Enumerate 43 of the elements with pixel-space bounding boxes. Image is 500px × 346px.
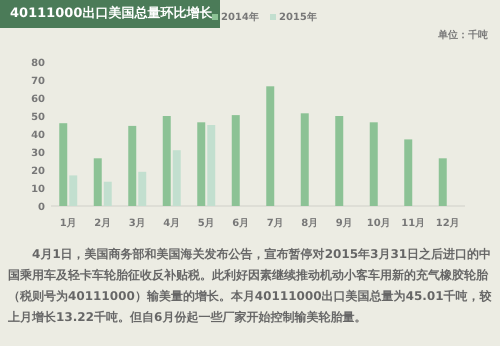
bar [94, 158, 102, 206]
x-tick-label: 7月 [266, 218, 284, 229]
bar [104, 182, 112, 206]
chart-title: 40111000出口美国总量环比增长 [0, 0, 220, 28]
y-tick-label: 80 [31, 58, 46, 69]
bar [162, 116, 171, 206]
bar [370, 122, 378, 206]
y-tick-label: 60 [31, 94, 46, 105]
y-tick-label: 40 [31, 130, 46, 141]
y-tick-label: 0 [38, 202, 46, 213]
bar [207, 125, 216, 206]
x-tick-label: 8月 [301, 218, 318, 229]
x-tick-label: 6月 [232, 218, 250, 229]
y-tick-label: 50 [31, 112, 46, 123]
text: 单位：千吨 [437, 29, 488, 41]
bar [197, 122, 206, 206]
bar [59, 123, 68, 206]
bar [138, 172, 146, 206]
bar [335, 116, 344, 206]
x-tick-label: 11月 [401, 218, 426, 229]
y-tick-label: 70 [31, 76, 46, 87]
x-tick-label: 9月 [336, 218, 353, 229]
bar [128, 126, 136, 206]
bar [300, 113, 309, 206]
bar [172, 150, 181, 206]
y-tick-label: 30 [31, 148, 46, 159]
x-tick-label: 10月 [366, 218, 391, 229]
y-tick-label: 10 [31, 184, 46, 195]
legend-label: 2015年 [279, 11, 317, 23]
y-tick-label: 20 [31, 166, 46, 177]
bar [438, 158, 447, 206]
x-tick-label: 12月 [436, 218, 460, 229]
x-tick-label: 4月 [163, 218, 180, 229]
x-tick-label: 1月 [60, 218, 77, 229]
legend-label: 2014年 [221, 11, 259, 23]
bar [232, 115, 240, 206]
x-tick-label: 3月 [128, 218, 146, 229]
text: 4月1日，美国商务部和美国海关发布公告，宣布暂停对2015年3月31日之后进口的中国乘用车及轻卡车轮胎征收反补贴税。此利好因素继续推动机动小客车用新的充气橡胶轮胎（税则号为40111000）输美量的增长。本月40111000出口美国总量为45.01千吨，较上月增长13.22千吨。但自6月份起一些厂家开始控制输美轮胎量。 [8, 246, 493, 326]
x-tick-label: 5月 [198, 218, 215, 229]
bar [404, 139, 412, 206]
bar [266, 86, 274, 206]
bar [69, 175, 78, 206]
x-tick-label: 2月 [94, 218, 112, 229]
